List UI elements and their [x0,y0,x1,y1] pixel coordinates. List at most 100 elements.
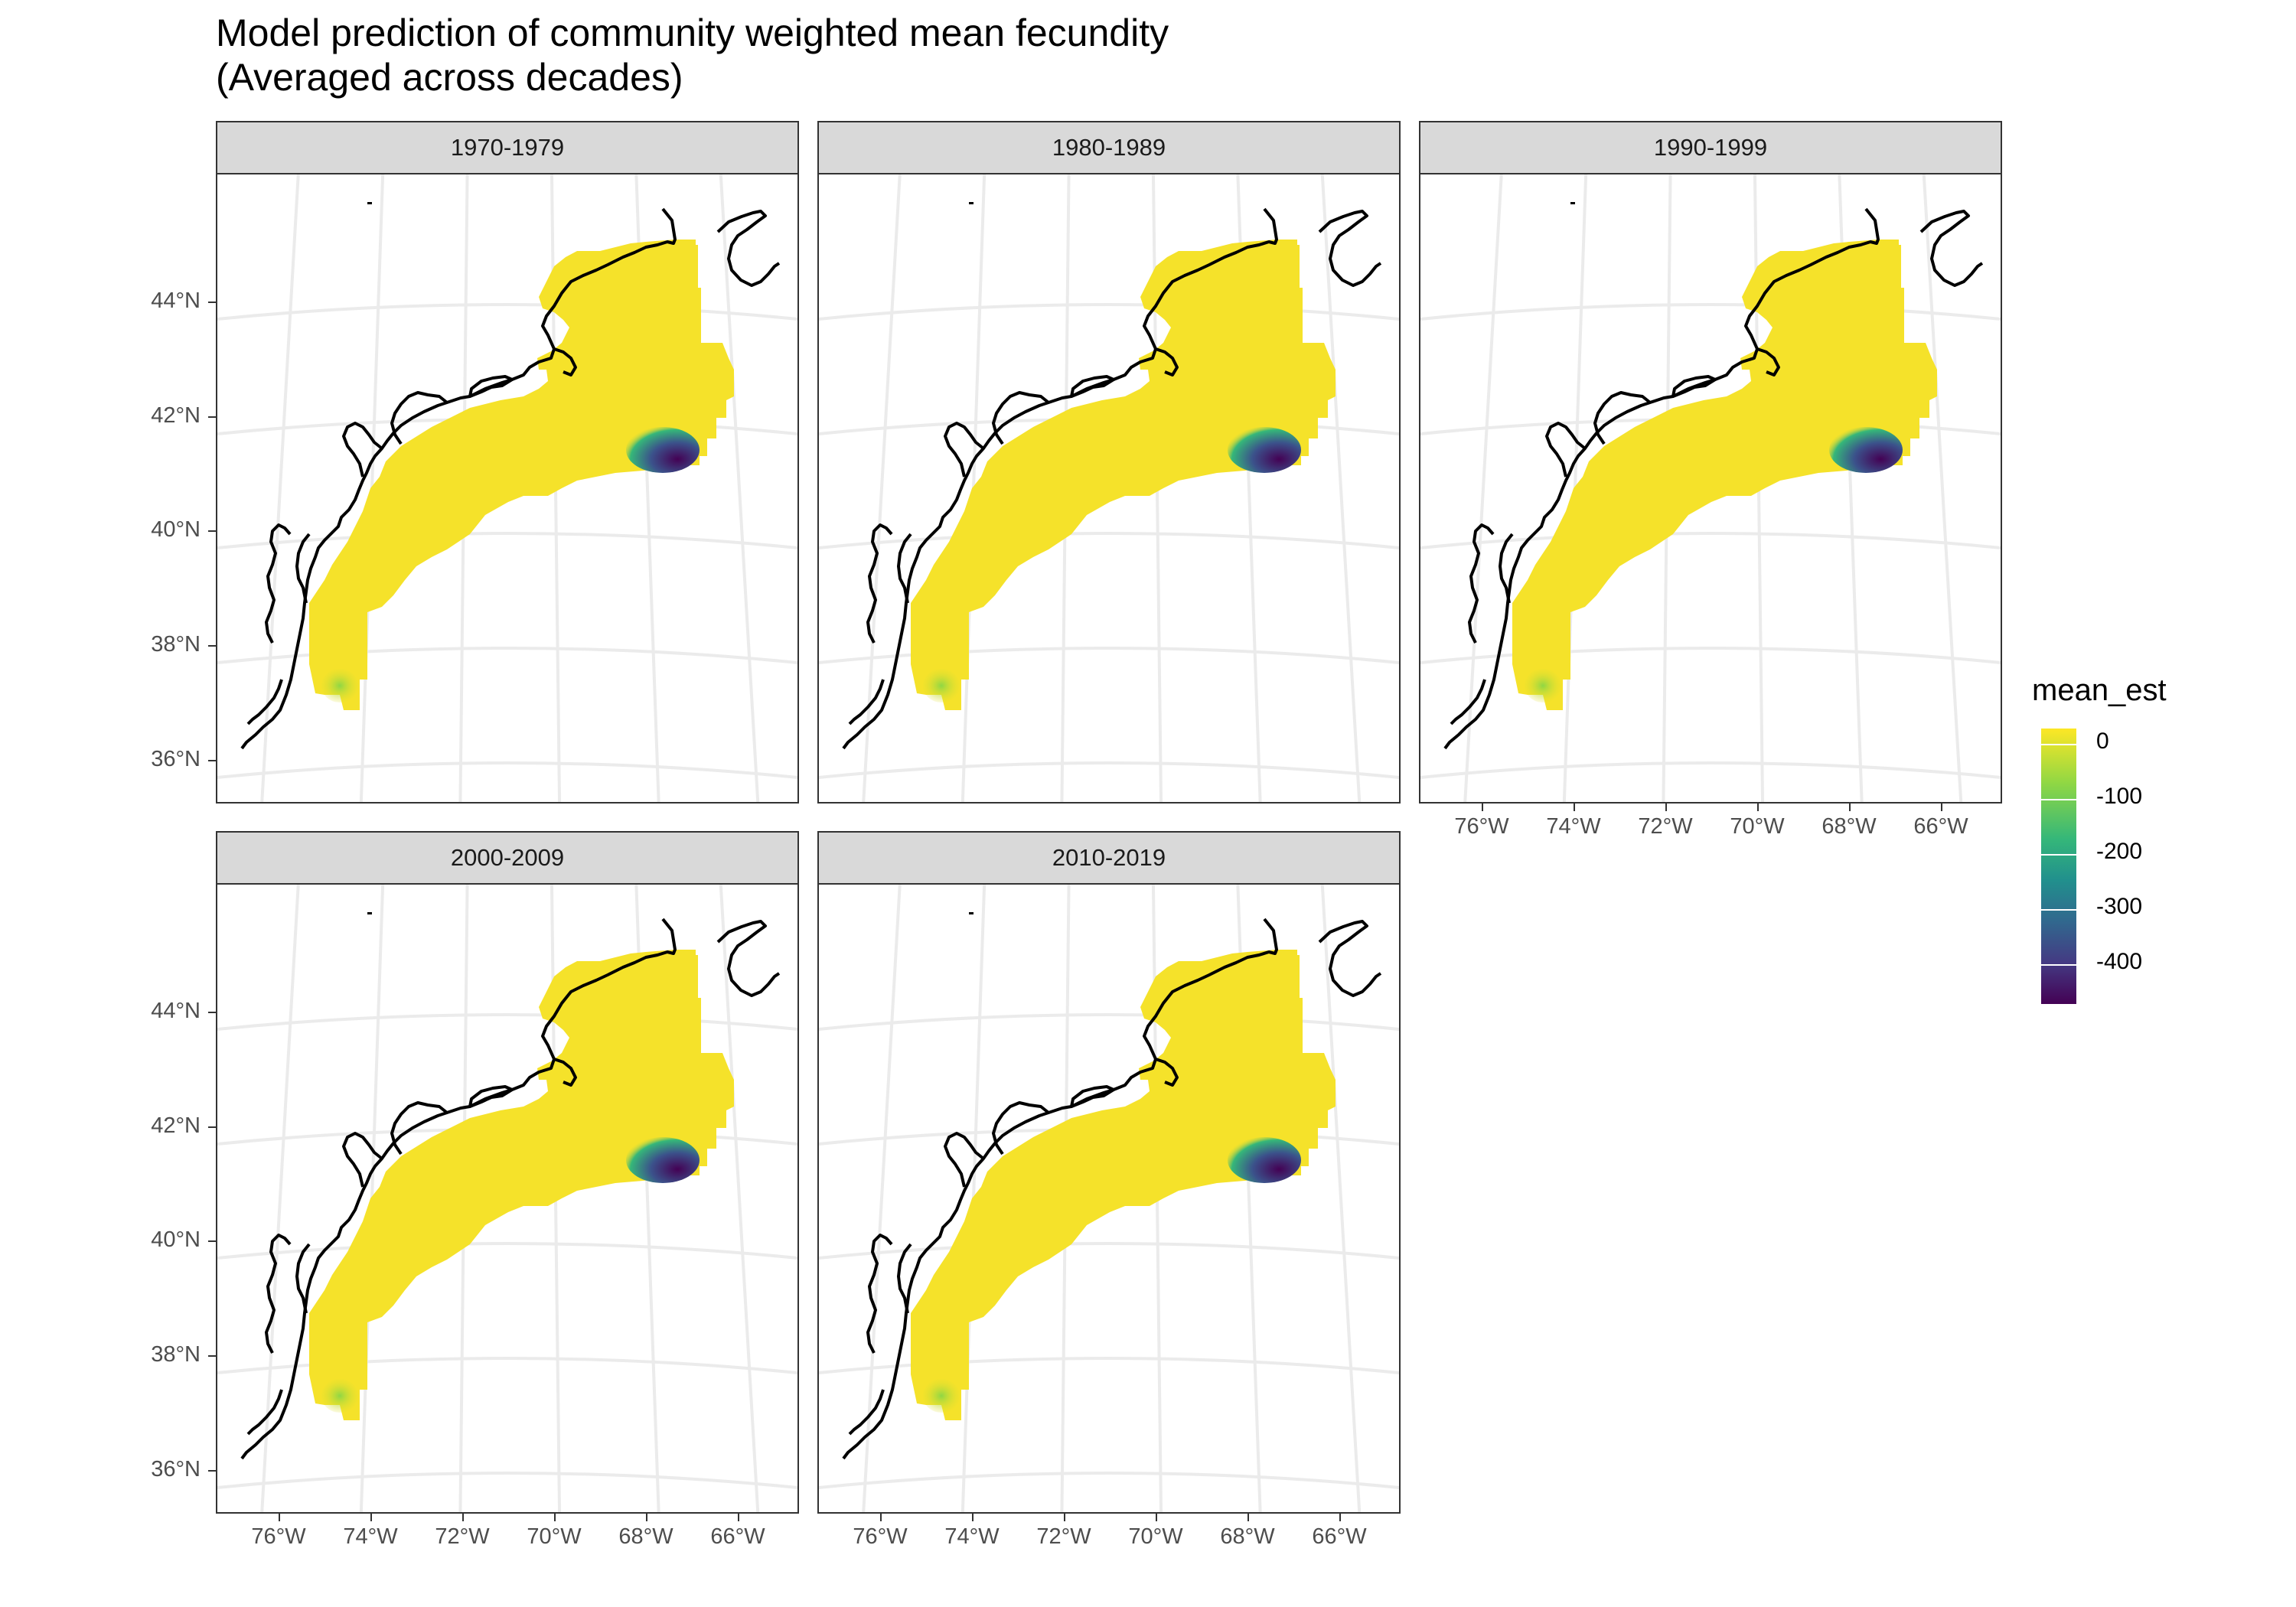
legend-title: mean_est [2032,673,2167,707]
prediction-field [1512,240,1937,710]
y-tick-label: 40°N [151,517,201,542]
y-tick [208,1126,216,1128]
map-plot-area [817,883,1401,1514]
x-tick-label: 70°W [1128,1524,1183,1549]
low-value-patch [626,427,700,473]
map-svg [217,885,797,1512]
x-tick [1941,804,1942,811]
coastline [842,202,1382,750]
x-tick [1482,804,1483,811]
x-tick [462,1514,464,1521]
x-tick-label: 66°W [1312,1524,1367,1549]
legend-tick [2041,854,2076,856]
colorbar [2041,729,2076,1004]
x-tick [1156,1514,1157,1521]
x-tick [738,1514,739,1521]
legend-tick [2041,799,2076,800]
x-tick-label: 66°W [1913,814,1968,839]
y-tick-label: 42°N [151,403,201,428]
x-tick-label: 68°W [1220,1524,1275,1549]
prediction-field [911,240,1336,710]
low-value-patch [1829,427,1903,473]
map-svg [819,174,1399,802]
legend-label: -400 [2096,949,2143,974]
title-line-1: Model prediction of community weighted m… [216,11,1169,54]
prediction-field [309,950,734,1420]
legend-label: -300 [2096,894,2143,919]
x-tick [1665,804,1667,811]
map-plot-area [216,883,799,1514]
y-tick [208,1470,216,1472]
x-tick-label: 72°W [1638,814,1693,839]
x-tick-label: 68°W [618,1524,673,1549]
map-svg [819,885,1399,1512]
legend-tick [2041,744,2076,745]
x-tick [880,1514,882,1521]
y-tick [208,1355,216,1357]
y-tick-label: 40°N [151,1227,201,1252]
south-patch [321,1379,358,1413]
y-tick-label: 44°N [151,999,201,1023]
y-tick [208,760,216,761]
prediction-field [309,240,734,710]
y-tick-label: 44°N [151,288,201,313]
map-plot-area [216,173,799,804]
low-value-patch [1228,427,1301,473]
map-svg [217,174,797,802]
coastline [842,912,1382,1460]
map-svg [1420,174,2001,802]
x-tick-label: 68°W [1821,814,1877,839]
x-tick [1247,1514,1249,1521]
x-tick-label: 76°W [1454,814,1509,839]
legend-tick [2041,909,2076,911]
facet-strip-label: 1980-1989 [817,121,1401,174]
y-tick [208,530,216,532]
x-tick [279,1514,280,1521]
y-tick [208,645,216,647]
x-tick-label: 74°W [343,1524,398,1549]
facet-strip-label: 1970-1979 [216,121,799,174]
south-patch [1525,669,1561,702]
title-line-2: (Averaged across decades) [216,56,683,99]
map-plot-area [1419,173,2002,804]
x-tick [1849,804,1851,811]
x-tick-label: 72°W [435,1524,490,1549]
south-patch [923,1379,960,1413]
y-tick-label: 38°N [151,632,201,657]
coastline [240,912,781,1460]
facet-strip-label: 2000-2009 [216,831,799,885]
legend-label: -100 [2096,784,2143,809]
x-tick [1339,1514,1341,1521]
y-tick-label: 42°N [151,1113,201,1138]
y-tick-label: 36°N [151,1457,201,1482]
y-tick-label: 36°N [151,747,201,771]
x-tick [554,1514,556,1521]
y-tick [208,302,216,303]
x-tick-label: 70°W [527,1524,582,1549]
x-tick [646,1514,647,1521]
x-tick [1064,1514,1065,1521]
facet-strip-label: 2010-2019 [817,831,1401,885]
x-tick [1574,804,1575,811]
low-value-patch [1228,1137,1301,1183]
coastline [1443,202,1984,750]
x-tick [370,1514,372,1521]
x-tick-label: 76°W [853,1524,908,1549]
x-tick-label: 70°W [1730,814,1785,839]
map-plot-area [817,173,1401,804]
low-value-patch [626,1137,700,1183]
y-tick [208,416,216,418]
x-tick-label: 74°W [1546,814,1601,839]
y-tick [208,1240,216,1242]
y-tick [208,1012,216,1013]
x-tick [972,1514,974,1521]
facet-strip-label: 1990-1999 [1419,121,2002,174]
south-patch [923,669,960,702]
x-tick [1757,804,1759,811]
y-tick-label: 38°N [151,1342,201,1367]
prediction-field [911,950,1336,1420]
legend-label: -200 [2096,839,2143,864]
chart-title: Model prediction of community weighted m… [216,11,1169,99]
legend-label: 0 [2096,729,2109,754]
south-patch [321,669,358,702]
